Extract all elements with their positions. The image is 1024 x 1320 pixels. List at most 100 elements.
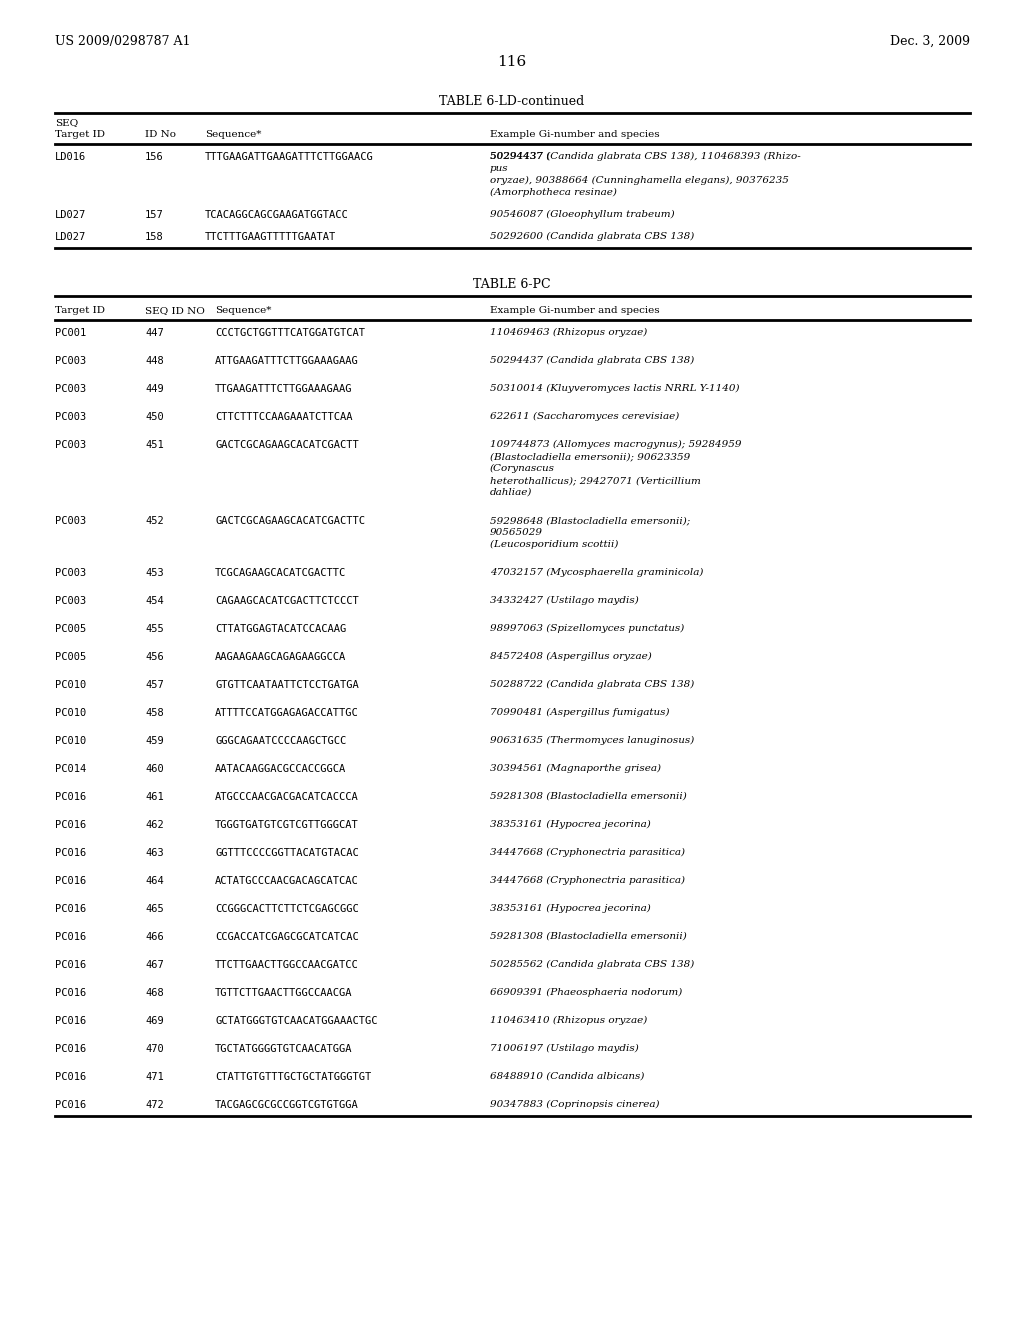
Text: 470: 470 (145, 1044, 164, 1053)
Text: 455: 455 (145, 624, 164, 634)
Text: 34447668 (Cryphonectria parasitica): 34447668 (Cryphonectria parasitica) (490, 876, 685, 886)
Text: (Amorphotheca resinae): (Amorphotheca resinae) (490, 187, 616, 197)
Text: 447: 447 (145, 327, 164, 338)
Text: oryzae), 90388664 (Cunninghamella elegans), 90376235: oryzae), 90388664 (Cunninghamella elegan… (490, 176, 788, 185)
Text: TGCTATGGGGTGTCAACATGGA: TGCTATGGGGTGTCAACATGGA (215, 1044, 352, 1053)
Text: GGGCAGAATCCCCAAGCTGCC: GGGCAGAATCCCCAAGCTGCC (215, 737, 346, 746)
Text: 90631635 (Thermomyces lanuginosus): 90631635 (Thermomyces lanuginosus) (490, 737, 694, 744)
Text: TGGGTGATGTCGTCGTTGGGCAT: TGGGTGATGTCGTCGTTGGGCAT (215, 820, 358, 830)
Text: PC016: PC016 (55, 1100, 86, 1110)
Text: 50288722 (Candida glabrata CBS 138): 50288722 (Candida glabrata CBS 138) (490, 680, 694, 689)
Text: 84572408 (Aspergillus oryzae): 84572408 (Aspergillus oryzae) (490, 652, 651, 661)
Text: PC010: PC010 (55, 708, 86, 718)
Text: LD016: LD016 (55, 152, 86, 162)
Text: 469: 469 (145, 1016, 164, 1026)
Text: CTATTGTGTTTGCTGCTATGGGTGT: CTATTGTGTTTGCTGCTATGGGTGT (215, 1072, 372, 1082)
Text: 456: 456 (145, 652, 164, 663)
Text: PC016: PC016 (55, 847, 86, 858)
Text: CCGGGCACTTCTTCTCGAGCGGC: CCGGGCACTTCTTCTCGAGCGGC (215, 904, 358, 913)
Text: US 2009/0298787 A1: US 2009/0298787 A1 (55, 36, 190, 48)
Text: 448: 448 (145, 356, 164, 366)
Text: 50292600 (Candida glabrata CBS 138): 50292600 (Candida glabrata CBS 138) (490, 232, 694, 242)
Text: TACGAGCGCGCCGGTCGTGTGGA: TACGAGCGCGCCGGTCGTGTGGA (215, 1100, 358, 1110)
Text: 116: 116 (498, 55, 526, 69)
Text: 98997063 (Spizellomyces punctatus): 98997063 (Spizellomyces punctatus) (490, 624, 684, 634)
Text: Sequence*: Sequence* (205, 129, 261, 139)
Text: 459: 459 (145, 737, 164, 746)
Text: 59281308 (Blastocladiella emersonii): 59281308 (Blastocladiella emersonii) (490, 792, 687, 801)
Text: GGTTTCCCCGGTTACATGTACAC: GGTTTCCCCGGTTACATGTACAC (215, 847, 358, 858)
Text: GCTATGGGTGTCAACATGGAAACTGC: GCTATGGGTGTCAACATGGAAACTGC (215, 1016, 378, 1026)
Text: ATGCCCAACGACGACATCACCCA: ATGCCCAACGACGACATCACCCA (215, 792, 358, 803)
Text: PC003: PC003 (55, 356, 86, 366)
Text: 468: 468 (145, 987, 164, 998)
Text: PC001: PC001 (55, 327, 86, 338)
Text: 463: 463 (145, 847, 164, 858)
Text: 34332427 (Ustilago maydis): 34332427 (Ustilago maydis) (490, 597, 639, 605)
Text: SEQ: SEQ (55, 117, 78, 127)
Text: 471: 471 (145, 1072, 164, 1082)
Text: 472: 472 (145, 1100, 164, 1110)
Text: PC016: PC016 (55, 987, 86, 998)
Text: Sequence*: Sequence* (215, 306, 271, 315)
Text: PC003: PC003 (55, 412, 86, 422)
Text: 109744873 (Allomyces macrogynus); 59284959: 109744873 (Allomyces macrogynus); 592849… (490, 440, 741, 449)
Text: dahliae): dahliae) (490, 488, 532, 498)
Text: PC003: PC003 (55, 568, 86, 578)
Text: LD027: LD027 (55, 232, 86, 242)
Text: PC005: PC005 (55, 624, 86, 634)
Text: PC016: PC016 (55, 1044, 86, 1053)
Text: (Blastocladiella emersonii); 90623359: (Blastocladiella emersonii); 90623359 (490, 451, 690, 461)
Text: CTTATGGAGTACATCCACAAG: CTTATGGAGTACATCCACAAG (215, 624, 346, 634)
Text: 449: 449 (145, 384, 164, 393)
Text: PC016: PC016 (55, 1016, 86, 1026)
Text: 66909391 (Phaeosphaeria nodorum): 66909391 (Phaeosphaeria nodorum) (490, 987, 682, 997)
Text: TTCTTTGAAGTTTTTGAATAT: TTCTTTGAAGTTTTTGAATAT (205, 232, 336, 242)
Text: PC016: PC016 (55, 960, 86, 970)
Text: TTTGAAGATTGAAGATTTCTTGGAACG: TTTGAAGATTGAAGATTTCTTGGAACG (205, 152, 374, 162)
Text: PC016: PC016 (55, 932, 86, 942)
Text: AAGAAGAAGCAGAGAAGGCCA: AAGAAGAAGCAGAGAAGGCCA (215, 652, 346, 663)
Text: TTCTTGAACTTGGCCAACGATCC: TTCTTGAACTTGGCCAACGATCC (215, 960, 358, 970)
Text: CTTCTTTCCAAGAAATCTTCAA: CTTCTTTCCAAGAAATCTTCAA (215, 412, 352, 422)
Text: TABLE 6-PC: TABLE 6-PC (473, 279, 551, 290)
Text: ID No: ID No (145, 129, 176, 139)
Text: 110463410 (Rhizopus oryzae): 110463410 (Rhizopus oryzae) (490, 1016, 647, 1026)
Text: 50294437 (: 50294437 ( (490, 152, 550, 161)
Text: AATACAAGGACGCCACCGGCA: AATACAAGGACGCCACCGGCA (215, 764, 346, 774)
Text: 50294437 (Candida glabrata CBS 138): 50294437 (Candida glabrata CBS 138) (490, 356, 694, 366)
Text: PC003: PC003 (55, 516, 86, 525)
Text: TABLE 6-LD-continued: TABLE 6-LD-continued (439, 95, 585, 108)
Text: Target ID: Target ID (55, 129, 105, 139)
Text: 68488910 (Candida albicans): 68488910 (Candida albicans) (490, 1072, 644, 1081)
Text: 110469463 (Rhizopus oryzae): 110469463 (Rhizopus oryzae) (490, 327, 647, 337)
Text: 622611 (Saccharomyces cerevisiae): 622611 (Saccharomyces cerevisiae) (490, 412, 679, 421)
Text: ATTTTCCATGGAGAGACCATTGC: ATTTTCCATGGAGAGACCATTGC (215, 708, 358, 718)
Text: 454: 454 (145, 597, 164, 606)
Text: 461: 461 (145, 792, 164, 803)
Text: PC003: PC003 (55, 440, 86, 450)
Text: PC014: PC014 (55, 764, 86, 774)
Text: 453: 453 (145, 568, 164, 578)
Text: 50294437 (Candida glabrata CBS 138), 110468393 (Rhizo-: 50294437 (Candida glabrata CBS 138), 110… (490, 152, 801, 161)
Text: (Leucosporidium scottii): (Leucosporidium scottii) (490, 540, 618, 549)
Text: 450: 450 (145, 412, 164, 422)
Text: 467: 467 (145, 960, 164, 970)
Text: PC003: PC003 (55, 597, 86, 606)
Text: 90565029: 90565029 (490, 528, 543, 537)
Text: 50285562 (Candida glabrata CBS 138): 50285562 (Candida glabrata CBS 138) (490, 960, 694, 969)
Text: heterothallicus); 29427071 (Verticillium: heterothallicus); 29427071 (Verticillium (490, 477, 700, 484)
Text: 34447668 (Cryphonectria parasitica): 34447668 (Cryphonectria parasitica) (490, 847, 685, 857)
Text: GACTCGCAGAAGCACATCGACTTC: GACTCGCAGAAGCACATCGACTTC (215, 516, 365, 525)
Text: TCACAGGCAGCGAAGATGGTACC: TCACAGGCAGCGAAGATGGTACC (205, 210, 349, 220)
Text: 47032157 (Mycosphaerella graminicola): 47032157 (Mycosphaerella graminicola) (490, 568, 703, 577)
Text: PC016: PC016 (55, 876, 86, 886)
Text: PC010: PC010 (55, 737, 86, 746)
Text: 458: 458 (145, 708, 164, 718)
Text: TGTTCTTGAACTTGGCCAACGA: TGTTCTTGAACTTGGCCAACGA (215, 987, 352, 998)
Text: CCCTGCTGGTTTCATGGATGTCAT: CCCTGCTGGTTTCATGGATGTCAT (215, 327, 365, 338)
Text: 50310014 (Kluyveromyces lactis NRRL Y-1140): 50310014 (Kluyveromyces lactis NRRL Y-11… (490, 384, 739, 393)
Text: CCGACCATCGAGCGCATCATCAC: CCGACCATCGAGCGCATCATCAC (215, 932, 358, 942)
Text: PC016: PC016 (55, 820, 86, 830)
Text: 157: 157 (145, 210, 164, 220)
